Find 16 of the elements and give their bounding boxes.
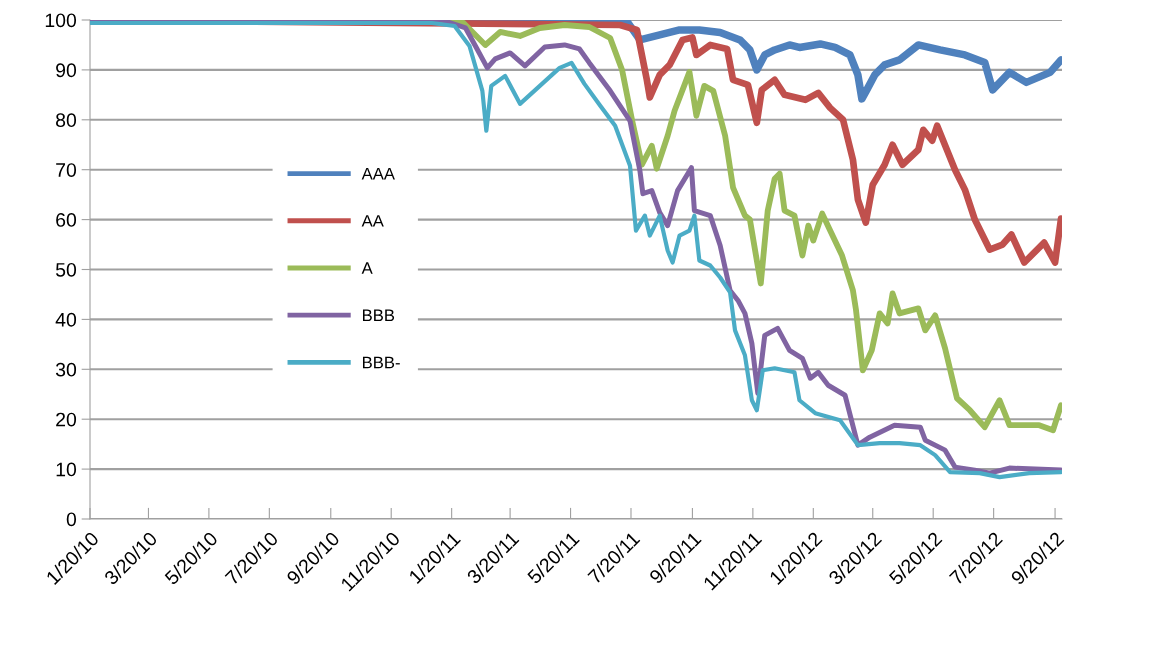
legend-label: A [361, 262, 373, 274]
y-tick-label: 80 [56, 113, 77, 128]
y-tick-label: 60 [56, 213, 77, 227]
legend-label: BBB- [362, 356, 400, 369]
y-tick-label: 30 [55, 362, 77, 377]
y-tick-label: 70 [56, 163, 77, 177]
y-tick-label: 20 [56, 412, 77, 427]
y-tick-label: 90 [56, 63, 77, 78]
y-tick-label: 0 [66, 512, 77, 527]
y-tick-label: 10 [56, 462, 77, 477]
legend-label: AAA [361, 167, 395, 180]
legend-label: BBB [362, 309, 395, 322]
y-tick-label: 100 [45, 13, 77, 28]
legend-label: AA [361, 215, 384, 227]
y-tick-label: 50 [55, 262, 77, 277]
y-tick-label: 40 [55, 312, 77, 327]
